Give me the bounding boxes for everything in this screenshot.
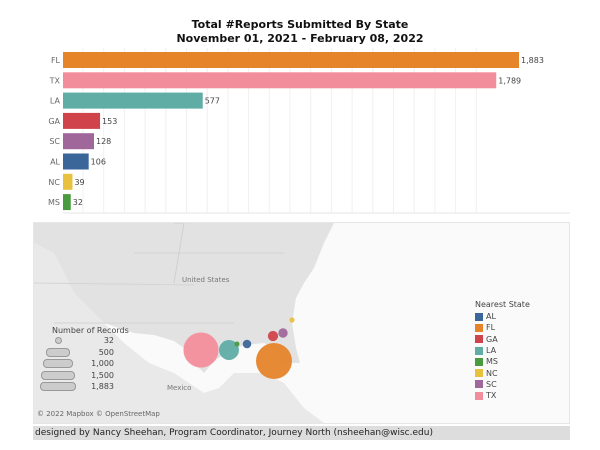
legend-item-AL[interactable]: AL bbox=[475, 311, 530, 322]
bar-category-label: FL bbox=[51, 56, 61, 65]
size-swatch bbox=[54, 337, 62, 345]
map[interactable]: United States Mexico bbox=[33, 222, 570, 424]
bar-data-label: 32 bbox=[73, 198, 83, 207]
size-legend-item: 500 bbox=[40, 347, 129, 359]
bubble-FL[interactable] bbox=[256, 343, 292, 379]
bar-category-label: TX bbox=[49, 76, 61, 85]
size-legend-item: 1,500 bbox=[40, 370, 129, 382]
bubble-LA[interactable] bbox=[219, 340, 239, 360]
bubble-NC[interactable] bbox=[289, 317, 295, 323]
map-basemap: United States Mexico bbox=[34, 223, 569, 423]
legend-item-FL[interactable]: FL bbox=[475, 322, 530, 333]
map-label-mexico: Mexico bbox=[167, 384, 191, 392]
size-swatch bbox=[40, 382, 76, 392]
bubble-TX[interactable] bbox=[183, 332, 219, 368]
legend-swatch bbox=[475, 312, 483, 321]
size-legend-item: 1,000 bbox=[40, 358, 129, 370]
bubble-AL[interactable] bbox=[242, 339, 252, 349]
bar-MS[interactable] bbox=[63, 194, 71, 211]
size-swatch bbox=[43, 359, 73, 369]
size-legend-item: 32 bbox=[40, 335, 129, 347]
legend-label: SC bbox=[486, 379, 497, 389]
legend-label: GA bbox=[486, 334, 498, 344]
legend-item-LA[interactable]: LA bbox=[475, 345, 530, 356]
legend-item-SC[interactable]: SC bbox=[475, 379, 530, 390]
legend-swatch bbox=[475, 380, 483, 389]
size-legend-title: Number of Records bbox=[52, 326, 129, 335]
legend-label: FL bbox=[486, 323, 496, 333]
bar-LA[interactable] bbox=[63, 92, 203, 109]
bubble-GA[interactable] bbox=[267, 330, 279, 342]
footer-credit: designed by Nancy Sheehan, Program Coord… bbox=[33, 426, 570, 440]
bar-data-label: 1,789 bbox=[498, 76, 521, 85]
chart-subtitle: November 01, 2021 - February 08, 2022 bbox=[176, 32, 424, 45]
size-legend-item: 1,883 bbox=[40, 381, 129, 393]
legend-swatch bbox=[475, 323, 483, 332]
legend-item-MS[interactable]: MS bbox=[475, 356, 530, 367]
legend-swatch bbox=[475, 357, 483, 366]
legend-label: LA bbox=[486, 346, 497, 356]
bubble-SC[interactable] bbox=[278, 328, 288, 338]
bar-chart: FL 1,883 TX 1,789 LA 577 GA 153 SC 128 AL 106 NC 39 MS… bbox=[48, 48, 570, 214]
legend-label: MS bbox=[486, 357, 498, 367]
color-legend-title: Nearest State bbox=[475, 300, 530, 309]
bar-data-label: 153 bbox=[102, 117, 117, 126]
legend-label: AL bbox=[486, 312, 496, 322]
size-legend-label: 1,500 bbox=[91, 370, 114, 380]
bar-data-label: 577 bbox=[205, 97, 220, 106]
bar-data-label: 39 bbox=[74, 178, 84, 187]
legend-item-NC[interactable]: NC bbox=[475, 367, 530, 378]
bar-category-label: MS bbox=[48, 198, 60, 207]
bubble-MS[interactable] bbox=[234, 341, 240, 347]
bar-AL[interactable] bbox=[63, 153, 89, 170]
legend-swatch bbox=[475, 369, 483, 378]
bar-data-label: 106 bbox=[91, 158, 106, 167]
bar-category-label: AL bbox=[50, 158, 60, 167]
bar-category-label: LA bbox=[50, 97, 61, 106]
bar-category-label: GA bbox=[48, 117, 60, 126]
size-legend-label: 32 bbox=[103, 336, 114, 346]
bar-category-label: SC bbox=[49, 137, 60, 146]
bar-TX[interactable] bbox=[63, 72, 497, 89]
size-legend-label: 500 bbox=[98, 347, 114, 357]
map-attribution[interactable]: © 2022 Mapbox © OpenStreetMap bbox=[37, 410, 160, 418]
size-legend-label: 1,000 bbox=[91, 359, 114, 369]
legend-swatch bbox=[475, 335, 483, 344]
map-label-us: United States bbox=[182, 276, 230, 284]
legend-swatch bbox=[475, 346, 483, 355]
legend-label: NC bbox=[486, 368, 498, 378]
bar-SC[interactable] bbox=[63, 133, 94, 150]
size-swatch bbox=[46, 347, 70, 357]
bar-FL[interactable] bbox=[63, 52, 519, 68]
legend-item-GA[interactable]: GA bbox=[475, 334, 530, 345]
legend-item-TX[interactable]: TX bbox=[475, 390, 530, 401]
legend-swatch bbox=[475, 391, 483, 400]
size-swatch bbox=[41, 370, 75, 380]
chart-title: Total #Reports Submitted By State bbox=[191, 18, 409, 31]
bar-data-label: 1,883 bbox=[521, 56, 544, 65]
bar-data-label: 128 bbox=[96, 137, 111, 146]
bar-GA[interactable] bbox=[63, 112, 101, 129]
color-legend: Nearest State AL FL GA LA MS NC SC TX bbox=[475, 300, 530, 401]
size-legend: Number of Records 32 500 1,000 1,500 1,883 bbox=[40, 326, 129, 393]
size-legend-label: 1,883 bbox=[91, 382, 114, 392]
bar-NC[interactable] bbox=[63, 173, 73, 190]
legend-label: TX bbox=[486, 391, 497, 401]
bar-category-label: NC bbox=[48, 178, 60, 187]
